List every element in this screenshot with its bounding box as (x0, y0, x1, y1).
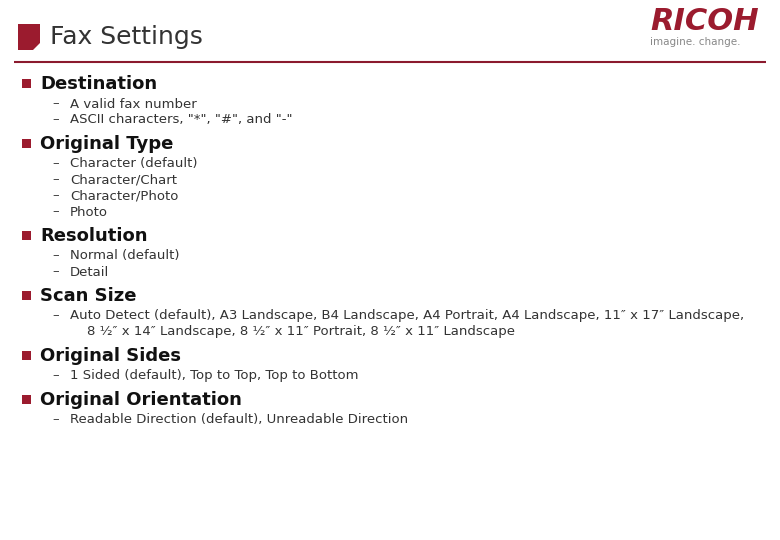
Text: –: – (52, 158, 58, 171)
Text: –: – (52, 190, 58, 202)
Text: ASCII characters, "*", "#", and "-": ASCII characters, "*", "#", and "-" (70, 113, 292, 126)
Text: 8 ½″ x 14″ Landscape, 8 ½″ x 11″ Portrait, 8 ½″ x 11″ Landscape: 8 ½″ x 14″ Landscape, 8 ½″ x 11″ Portrai… (70, 326, 515, 339)
Text: Destination: Destination (40, 75, 157, 93)
Text: A valid fax number: A valid fax number (70, 98, 197, 111)
Text: Auto Detect (default), A3 Landscape, B4 Landscape, A4 Portrait, A4 Landscape, 11: Auto Detect (default), A3 Landscape, B4 … (70, 309, 744, 322)
Text: Original Type: Original Type (40, 135, 173, 153)
Bar (22, 231, 31, 240)
Text: –: – (52, 369, 58, 382)
Text: RICOH: RICOH (650, 8, 759, 37)
Text: –: – (52, 249, 58, 262)
Bar (22, 291, 31, 300)
Text: Fax Settings: Fax Settings (50, 25, 203, 49)
Text: Normal (default): Normal (default) (70, 249, 179, 262)
Bar (22, 138, 31, 147)
Bar (18, 24, 40, 50)
Text: Scan Size: Scan Size (40, 287, 136, 305)
Text: –: – (52, 98, 58, 111)
Bar (22, 78, 31, 87)
Text: –: – (52, 309, 58, 322)
Text: Original Orientation: Original Orientation (40, 391, 242, 409)
Text: –: – (52, 173, 58, 186)
Text: Photo: Photo (70, 206, 108, 219)
Text: –: – (52, 113, 58, 126)
Bar (22, 350, 31, 360)
Text: Detail: Detail (70, 266, 109, 279)
Text: –: – (52, 414, 58, 427)
Polygon shape (33, 43, 40, 50)
Bar (22, 395, 31, 403)
Text: Original Sides: Original Sides (40, 347, 181, 365)
Text: Readable Direction (default), Unreadable Direction: Readable Direction (default), Unreadable… (70, 414, 408, 427)
Text: imagine. change.: imagine. change. (650, 37, 740, 47)
Text: Character/Photo: Character/Photo (70, 190, 179, 202)
Text: Resolution: Resolution (40, 227, 147, 245)
Text: 1 Sided (default), Top to Top, Top to Bottom: 1 Sided (default), Top to Top, Top to Bo… (70, 369, 359, 382)
Text: –: – (52, 206, 58, 219)
Text: Character (default): Character (default) (70, 158, 197, 171)
Text: –: – (52, 266, 58, 279)
Text: Character/Chart: Character/Chart (70, 173, 177, 186)
